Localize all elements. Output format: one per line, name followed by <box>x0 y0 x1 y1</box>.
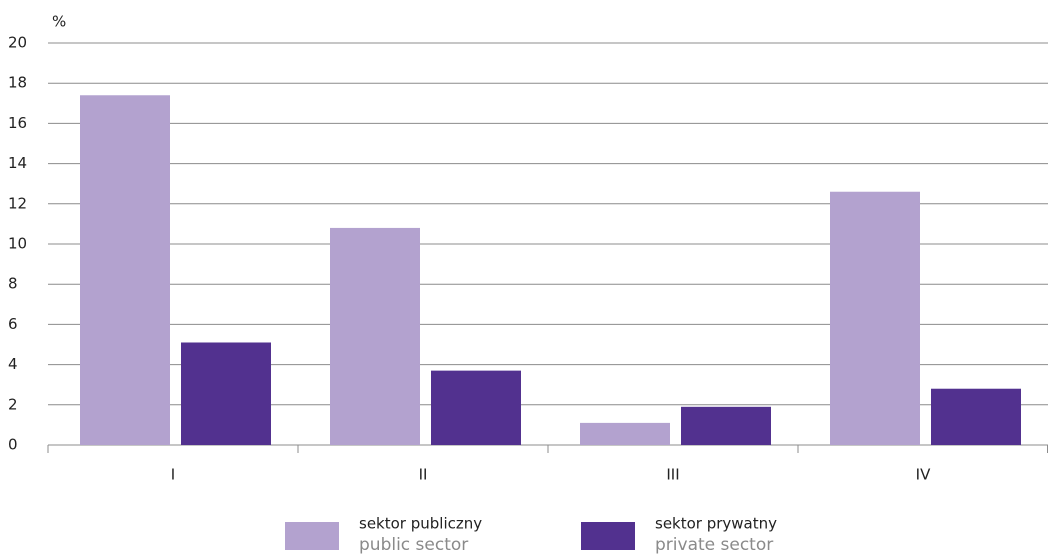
bar <box>431 370 521 445</box>
y-tick-label: 4 <box>8 355 18 373</box>
y-tick-label: 10 <box>8 235 27 253</box>
x-tick-label: IV <box>916 466 931 484</box>
y-tick-label: 12 <box>8 194 27 212</box>
bar <box>181 342 271 445</box>
bar <box>681 406 771 445</box>
legend-swatch <box>581 522 635 550</box>
y-tick-label: 6 <box>8 315 18 333</box>
legend-label-en: public sector <box>359 535 468 555</box>
y-tick-label: 8 <box>8 275 18 293</box>
legend-label: sektor prywatny <box>655 515 777 533</box>
bar <box>830 191 920 445</box>
y-tick-label: 16 <box>8 114 27 132</box>
y-tick-label: 20 <box>8 34 27 52</box>
bar <box>330 227 420 445</box>
y-tick-label: 0 <box>8 436 18 454</box>
bar <box>80 95 170 445</box>
legend-label: sektor publiczny <box>359 515 482 533</box>
y-tick-label: 14 <box>8 154 27 172</box>
y-tick-label: 18 <box>8 74 27 92</box>
bar <box>931 388 1021 445</box>
legend-label-en: private sector <box>655 535 773 555</box>
legend-swatch <box>285 522 339 550</box>
y-axis-label: % <box>52 13 66 31</box>
bar <box>580 422 670 445</box>
x-tick-label: I <box>171 466 175 484</box>
x-tick-label: II <box>419 466 428 484</box>
x-tick-label: III <box>666 466 679 484</box>
y-tick-label: 2 <box>8 395 18 413</box>
